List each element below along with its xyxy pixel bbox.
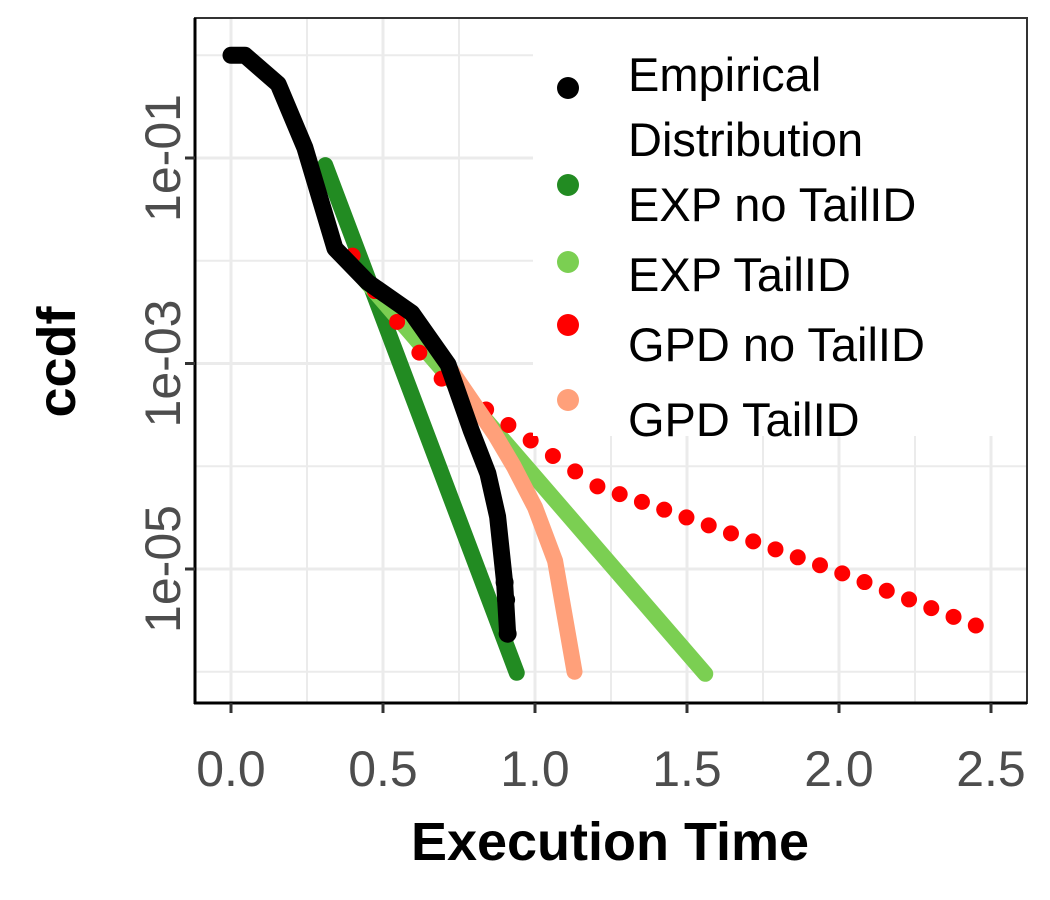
legend-label: EXP TailID	[628, 248, 851, 301]
series-line	[344, 257, 714, 682]
data-point	[544, 447, 561, 464]
legend-item: EXP TailID	[557, 248, 851, 301]
data-point	[567, 463, 584, 480]
axes: 0.0 0.5 1.0 1.5 2.0 2.5 1e-01 1e-03 1e-05	[135, 94, 1026, 797]
data-point	[767, 541, 784, 558]
series-line	[441, 360, 583, 680]
data-point	[500, 417, 517, 434]
x-tick-label: 2.0	[804, 741, 874, 797]
data-point	[700, 517, 717, 534]
data-point	[834, 565, 851, 582]
legend-item: GPD no TailID	[557, 314, 925, 371]
x-tick-label: 0.5	[348, 741, 418, 797]
legend-key-icon	[557, 251, 579, 273]
x-tick-label: 0.0	[196, 741, 266, 797]
x-tick-label: 2.5	[956, 741, 1026, 797]
empirical-points	[222, 46, 517, 643]
legend-background	[533, 18, 1027, 436]
data-point	[967, 617, 984, 634]
series-layer	[222, 46, 984, 682]
data-point	[498, 624, 517, 643]
legend-label: EXP no TailID	[628, 178, 916, 231]
legend-item: EXP no TailID	[557, 174, 916, 231]
legend-item: GPD TailID	[557, 389, 860, 446]
data-point	[878, 582, 895, 599]
data-point	[497, 590, 516, 609]
data-point	[745, 533, 762, 550]
data-point	[611, 486, 628, 503]
data-point	[633, 493, 650, 510]
y-tick-label: 1e-05	[135, 505, 191, 633]
y-tick-label: 1e-03	[135, 300, 191, 428]
data-point	[589, 478, 606, 495]
data-point	[901, 591, 918, 608]
series-gpd-tailid	[441, 360, 583, 680]
series-empirical-distribution	[222, 46, 517, 643]
data-point	[789, 549, 806, 566]
x-axis-title: Execution Time	[411, 812, 809, 872]
legend-key-icon	[557, 77, 579, 99]
legend-label: GPD no TailID	[628, 318, 925, 371]
data-point	[812, 557, 828, 574]
data-point	[856, 574, 873, 591]
legend-label: Empirical	[628, 48, 821, 101]
legend-label: Distribution	[628, 113, 863, 166]
legend-key-icon	[557, 314, 579, 336]
legend: Empirical Distribution EXP no TailID EXP Ta…	[557, 48, 925, 446]
data-point	[411, 344, 428, 361]
data-point	[923, 600, 940, 617]
data-point	[945, 608, 962, 625]
data-point	[656, 501, 673, 518]
legend-item: Empirical Distribution	[557, 48, 863, 166]
series-exp-tailid	[344, 257, 714, 682]
legend-label: GPD TailID	[628, 393, 860, 446]
x-tick-label: 1.5	[652, 741, 722, 797]
x-tick-label: 1.0	[500, 741, 570, 797]
legend-key-icon	[557, 174, 579, 196]
data-point	[722, 525, 739, 542]
legend-key-icon	[557, 389, 579, 411]
data-point	[389, 313, 406, 330]
data-point	[522, 432, 539, 449]
data-point	[678, 509, 695, 526]
data-point	[495, 573, 514, 592]
y-tick-label: 1e-01	[135, 94, 191, 222]
y-axis-title: ccdf	[27, 305, 87, 417]
